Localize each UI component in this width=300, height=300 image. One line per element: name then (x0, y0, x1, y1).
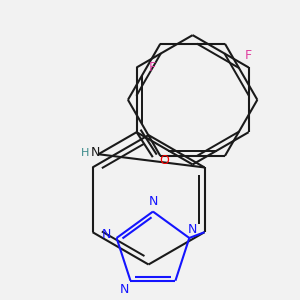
Text: N: N (120, 283, 129, 296)
Text: N: N (91, 146, 100, 159)
Text: F: F (149, 61, 156, 74)
Text: N: N (102, 228, 112, 241)
Text: N: N (188, 223, 197, 236)
Text: F: F (245, 49, 252, 62)
Text: N: N (148, 195, 158, 208)
Text: O: O (160, 154, 170, 166)
Text: H: H (81, 148, 89, 158)
